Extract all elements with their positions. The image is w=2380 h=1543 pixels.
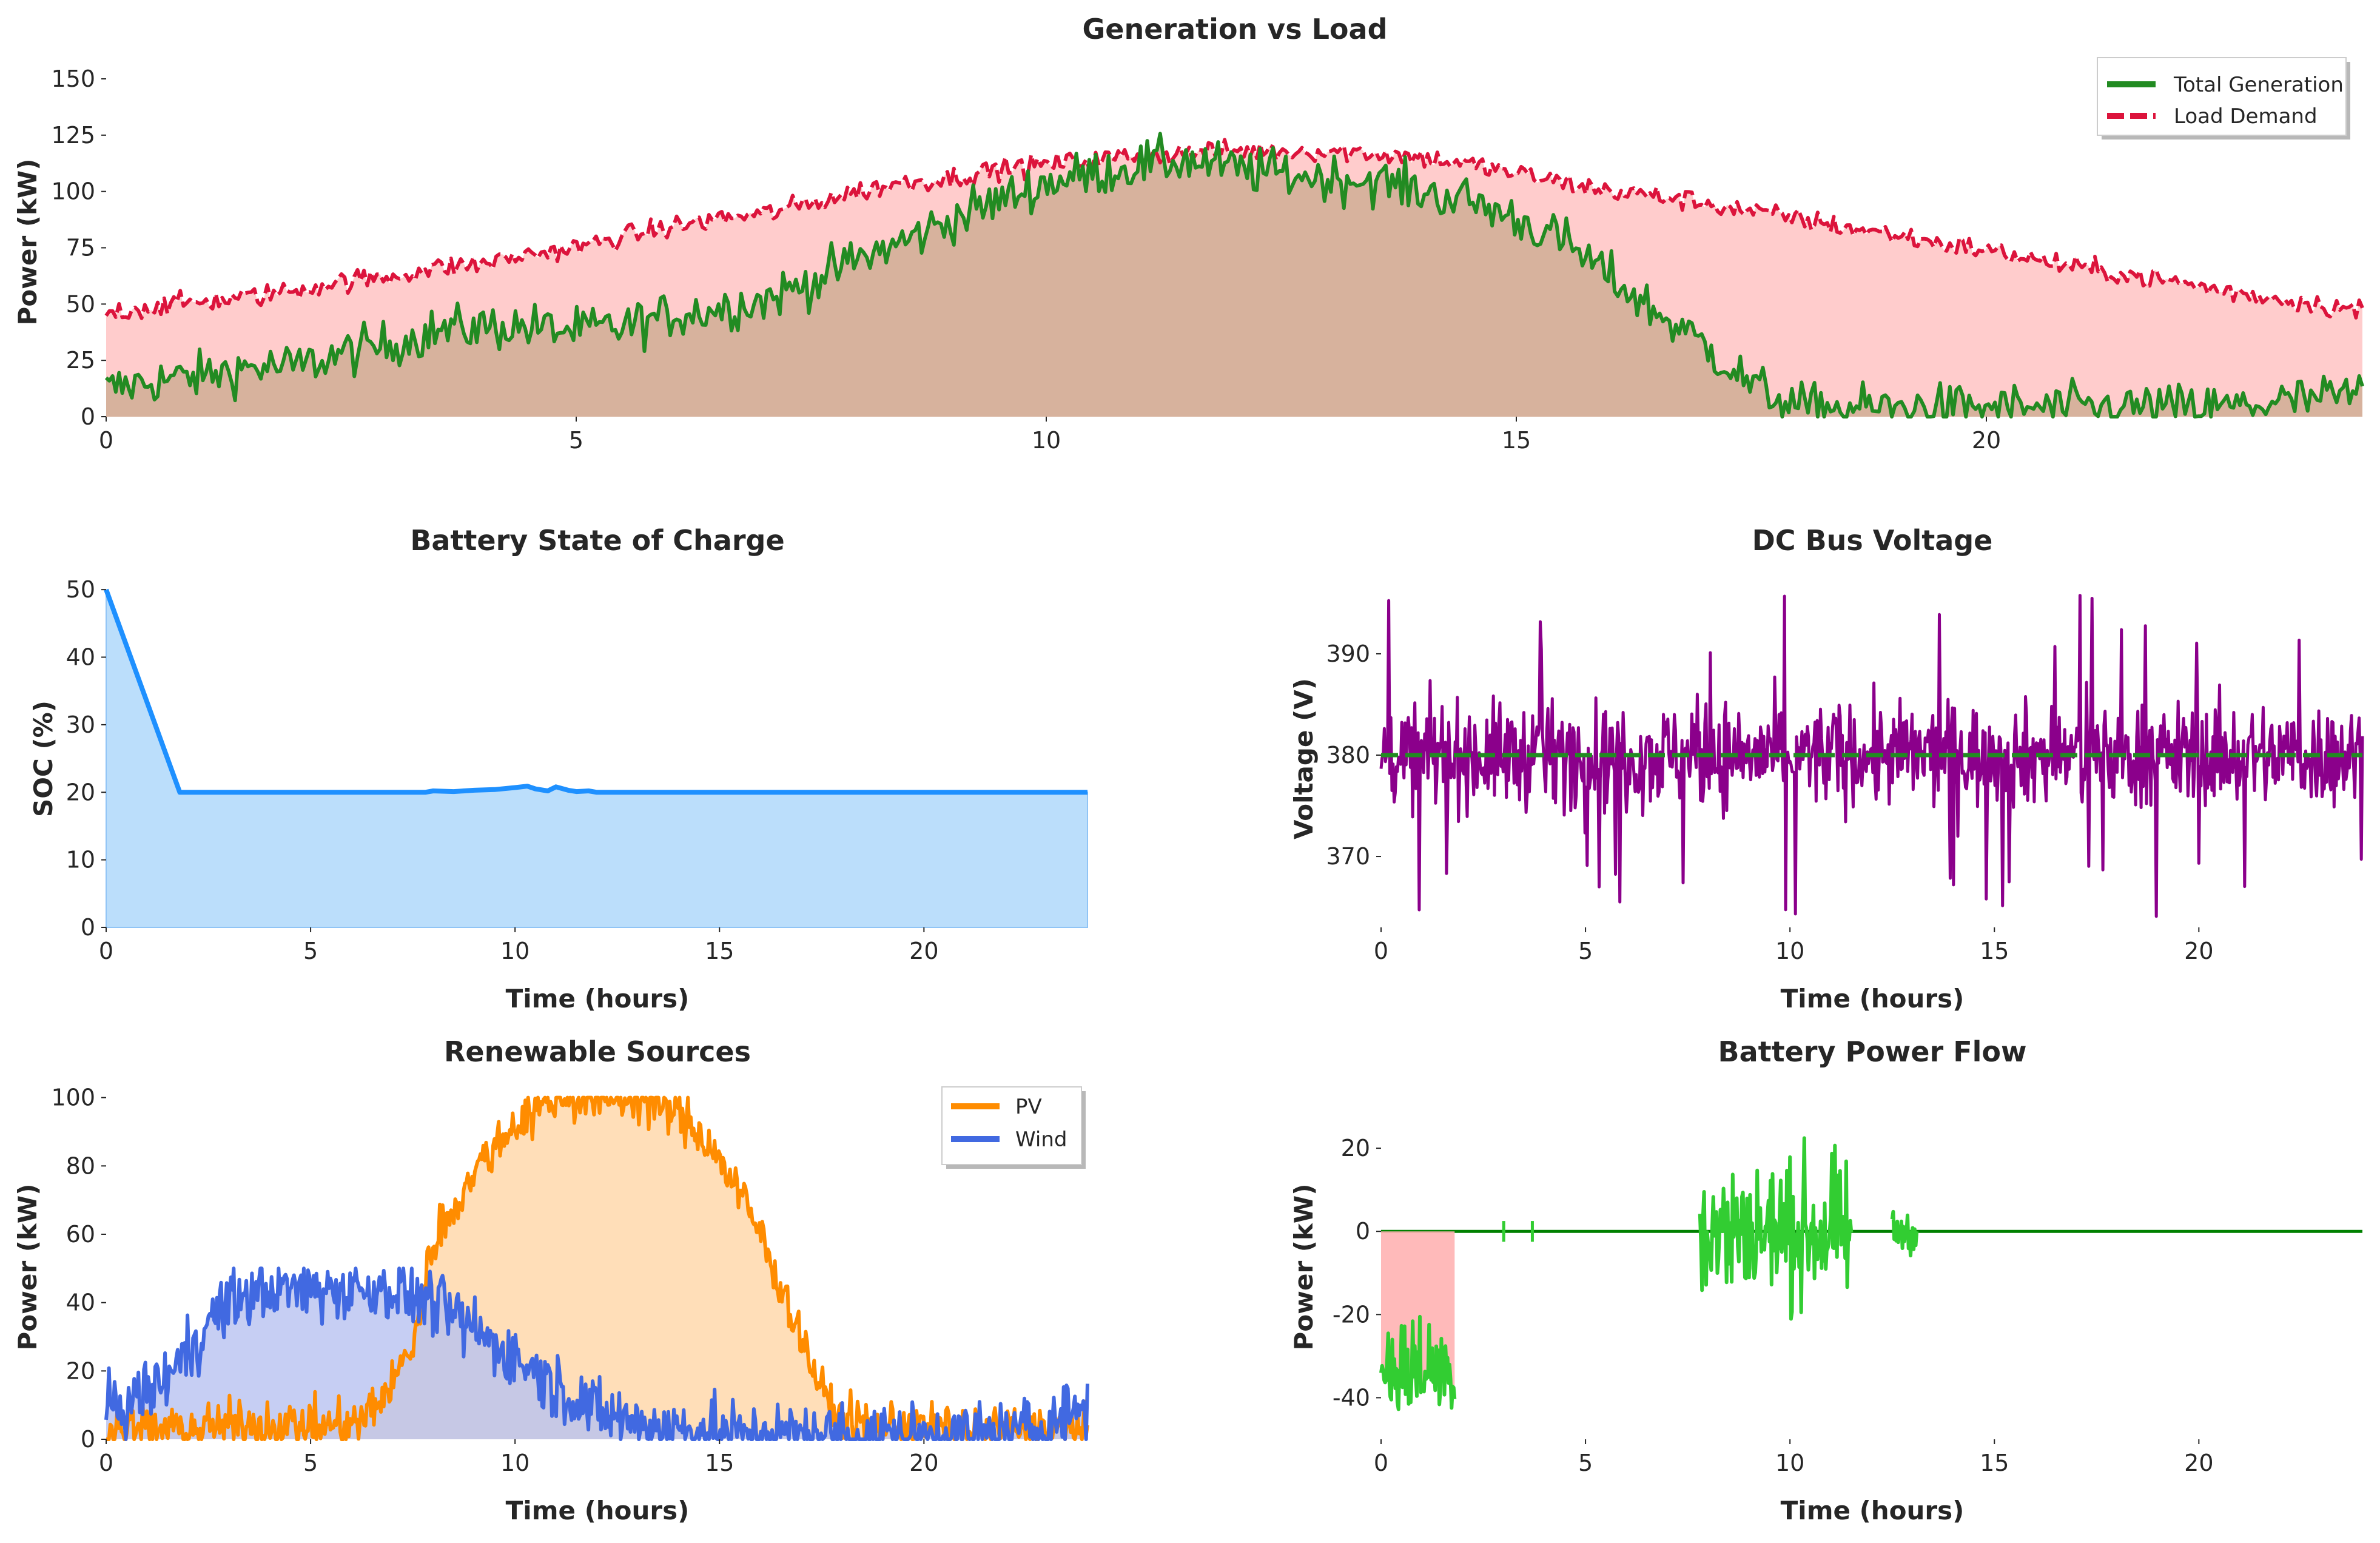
x-tick-label: 15 [705, 1450, 734, 1476]
y-tick-label: 30 [66, 711, 95, 738]
x-tick-label: 0 [99, 938, 113, 964]
series-line-battery-segment [1698, 1136, 1854, 1321]
y-tick-label: 150 [51, 66, 95, 92]
y-axis-label: Power (kW) [13, 159, 42, 326]
series-line-voltage [1379, 594, 2364, 918]
x-tick-label: 5 [1578, 1450, 1593, 1476]
x-tick-label: 20 [1972, 427, 2001, 454]
legend: Total Generation Load Demand [2097, 57, 2350, 140]
y-tick-label: 25 [66, 347, 95, 374]
y-tick-label: 40 [66, 1289, 95, 1316]
y-axis-label: Power (kW) [1289, 1184, 1319, 1351]
x-tick-label: 15 [705, 938, 734, 964]
y-tick-label: 380 [1326, 742, 1370, 768]
y-axis-label: Power (kW) [13, 1184, 42, 1351]
y-tick-label: 370 [1326, 843, 1370, 870]
x-tick-label: 5 [303, 1450, 318, 1476]
legend-box [2097, 57, 2347, 136]
x-tick-label: 20 [2184, 938, 2213, 964]
panel-battery-soc: Battery State of Charge Time (hours) SOC… [29, 524, 1088, 1014]
y-tick-label: -40 [1333, 1384, 1370, 1411]
x-tick-label: 0 [1374, 938, 1388, 964]
panel-dc-bus-voltage: DC Bus Voltage Time (hours) Voltage (V) … [1289, 524, 2364, 1014]
x-tick-label: 5 [569, 427, 583, 454]
y-tick-label: 20 [66, 779, 95, 805]
y-tick-label: 40 [66, 644, 95, 671]
y-tick-label: -20 [1333, 1301, 1370, 1328]
x-tick-label: 10 [500, 1450, 529, 1476]
x-axis-label: Time (hours) [506, 984, 690, 1014]
y-tick-label: 0 [1356, 1218, 1370, 1245]
x-tick-label: 0 [99, 427, 113, 454]
panel-generation-vs-load: Generation vs Load Power (kW) 0 5 10 15 20 0 2… [13, 13, 2364, 454]
panel-title: Battery State of Charge [410, 524, 784, 557]
legend: PV Wind [941, 1086, 1086, 1169]
plot-area: 0 5 10 15 20 0 20 40 60 80 100 [51, 1084, 1089, 1476]
series-line-battery-segment [1890, 1209, 1919, 1258]
x-tick-label: 10 [1775, 938, 1804, 964]
x-tick-label: 10 [1032, 427, 1061, 454]
legend-label: PV [1015, 1095, 1042, 1119]
y-tick-label: 60 [66, 1221, 95, 1248]
x-tick-label: 10 [500, 938, 529, 964]
plot-area: 0 5 10 15 20 0 25 50 75 100 125 150 [51, 66, 2364, 454]
panel-battery-power-flow: Battery Power Flow Time (hours) Power (k… [1289, 1035, 2362, 1525]
y-tick-label: 0 [81, 1426, 95, 1453]
series-line-total-generation [104, 132, 2364, 419]
series-line-soc [104, 588, 1087, 795]
generation-area [106, 133, 2362, 417]
x-tick-label: 20 [909, 938, 938, 964]
y-tick-label: 80 [66, 1152, 95, 1179]
series-line-wind [104, 1266, 1089, 1441]
x-tick-label: 5 [303, 938, 318, 964]
x-tick-label: 20 [2184, 1450, 2213, 1476]
y-tick-label: 50 [66, 291, 95, 317]
x-tick-label: 10 [1775, 1450, 1804, 1476]
y-axis-label: SOC (%) [29, 701, 58, 817]
panel-renewable-sources: Renewable Sources Time (hours) Power (kW… [13, 1035, 1089, 1525]
x-tick-label: 0 [1374, 1450, 1388, 1476]
panel-title: Battery Power Flow [1718, 1035, 2027, 1068]
plot-area: 0 5 10 15 20 0 10 20 30 40 50 [66, 576, 1088, 964]
series-line-load-demand [104, 138, 2364, 320]
legend-label: Load Demand [2174, 104, 2318, 129]
wind-area [106, 1268, 1087, 1439]
panel-title: DC Bus Voltage [1752, 524, 1993, 557]
y-tick-label: 100 [51, 1084, 95, 1111]
legend-label: Wind [1015, 1128, 1067, 1152]
x-axis-label: Time (hours) [506, 1496, 690, 1525]
x-axis-label: Time (hours) [1781, 1496, 1965, 1525]
y-tick-label: 0 [81, 403, 95, 430]
y-tick-label: 100 [51, 178, 95, 205]
y-tick-label: 75 [66, 234, 95, 261]
y-tick-label: 20 [66, 1357, 95, 1384]
x-tick-label: 15 [1980, 1450, 2009, 1476]
series-line-battery-segment [1379, 1314, 1457, 1411]
plot-area: 0 5 10 15 20 370 380 390 [1326, 594, 2364, 964]
y-tick-label: 125 [51, 122, 95, 149]
x-tick-label: 0 [99, 1450, 113, 1476]
x-tick-label: 20 [909, 1450, 938, 1476]
x-axis-label: Time (hours) [1781, 984, 1965, 1014]
legend-label: Total Generation [2173, 73, 2344, 97]
y-tick-label: 50 [66, 576, 95, 603]
y-axis-label: Voltage (V) [1289, 678, 1319, 839]
x-tick-label: 15 [1502, 427, 1531, 454]
y-tick-label: 20 [1341, 1135, 1370, 1161]
plot-area: 0 5 10 15 20 -40 -20 0 20 [1333, 1135, 2362, 1476]
y-tick-label: 0 [81, 914, 95, 941]
pv-area [106, 1097, 1087, 1439]
y-tick-label: 390 [1326, 640, 1370, 667]
y-tick-label: 10 [66, 847, 95, 873]
x-tick-label: 5 [1578, 938, 1593, 964]
x-tick-label: 15 [1980, 938, 2009, 964]
legend-box [941, 1086, 1082, 1165]
panel-title: Renewable Sources [444, 1035, 751, 1068]
panel-title: Generation vs Load [1082, 13, 1387, 45]
